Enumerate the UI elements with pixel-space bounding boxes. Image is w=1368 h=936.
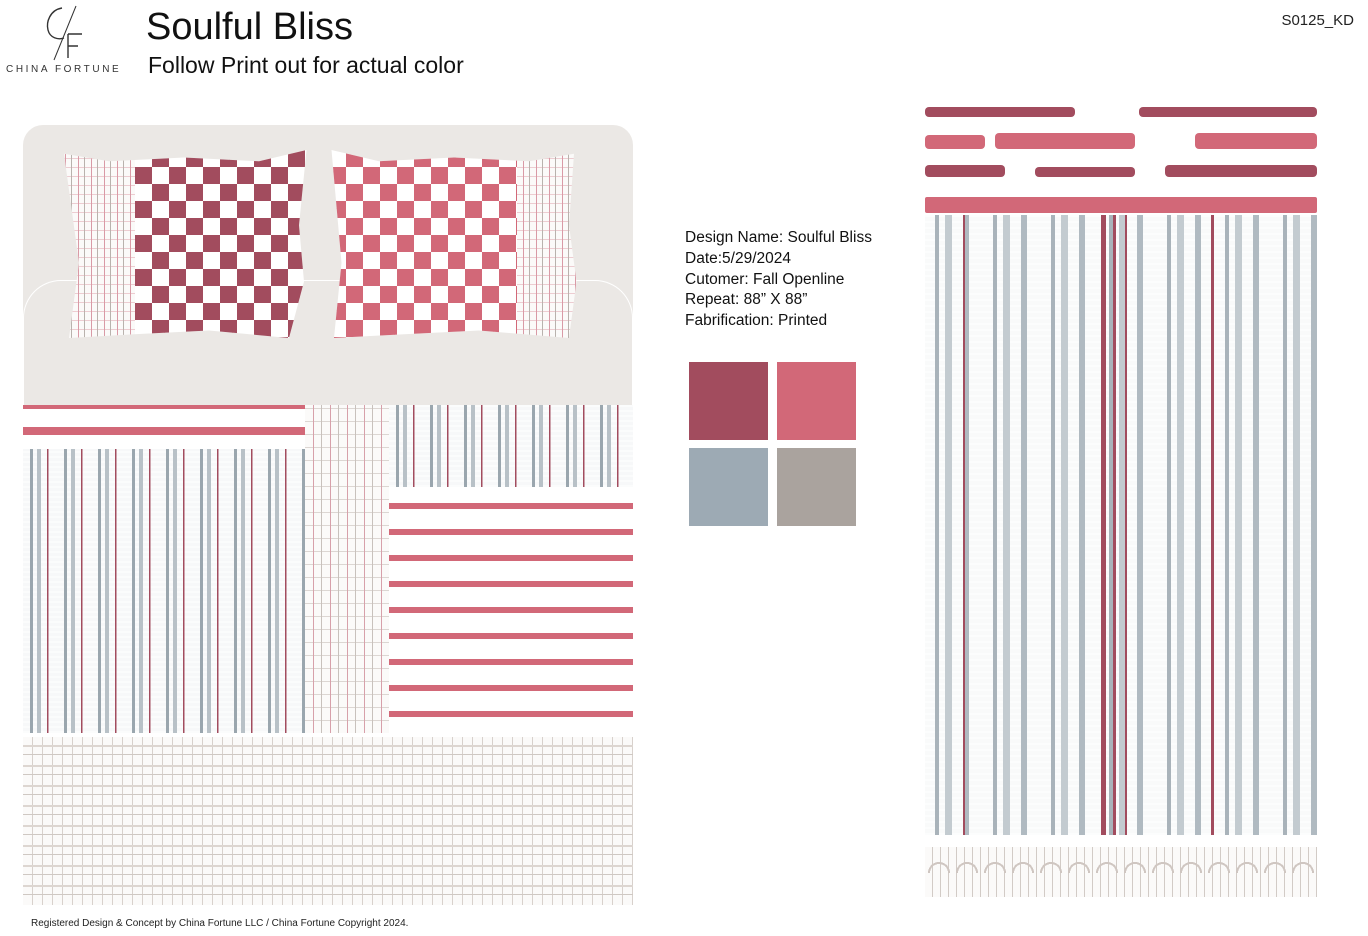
spec-fabrication: Fabrification: Printed (685, 312, 828, 330)
brush-stripe (925, 165, 1005, 177)
page-title: Soulful Bliss (146, 6, 353, 48)
pillow-checker-pattern (331, 150, 517, 338)
spec-repeat: Repeat: 88” X 88” (685, 291, 808, 309)
china-fortune-logo-icon (46, 5, 82, 61)
brush-stripe (1035, 167, 1135, 177)
logo-text: CHINA FORTUNE (6, 64, 122, 75)
color-swatch-1 (689, 362, 768, 440)
mattress-outline (23, 280, 633, 410)
grey-stripe-field (925, 215, 1317, 835)
ikat-stripe-patch (23, 405, 305, 449)
red-pinstripe (1101, 215, 1106, 835)
brush-stripe (1139, 107, 1317, 117)
color-palette (689, 362, 859, 528)
page-subtitle: Follow Print out for actual color (148, 52, 464, 78)
spec-customer: Cutomer: Fall Openline (685, 270, 845, 288)
lace-column-patch (305, 405, 389, 733)
color-swatch-2 (777, 362, 856, 440)
duvet-patchwork (23, 405, 633, 905)
lace-border-band (925, 847, 1317, 897)
red-pinstripe (1125, 215, 1127, 835)
pillow-checker-pattern (135, 150, 307, 338)
red-pinstripe (1211, 215, 1214, 835)
brush-stripe (925, 197, 1317, 213)
brush-stripe (1195, 133, 1317, 149)
brush-stripe (1165, 165, 1317, 177)
spec-date: Date:5/29/2024 (685, 249, 792, 267)
color-swatch-3 (689, 448, 768, 526)
copyright-footer: Registered Design & Concept by China For… (31, 918, 409, 929)
red-pinstripe (963, 215, 965, 835)
design-specs: Design Name: Soulful Bliss Date:5/29/202… (685, 228, 872, 332)
color-swatch-4 (777, 448, 856, 526)
pillow-lace-border (517, 150, 577, 338)
brush-stripe (925, 107, 1075, 117)
brush-stripe (995, 133, 1135, 149)
design-code: S0125_KD (1281, 12, 1354, 29)
bed-mockup (23, 125, 633, 905)
pillow-left (64, 150, 307, 338)
red-pinstripe (1113, 215, 1116, 835)
grey-stripe-patch (389, 405, 633, 487)
lace-band-patch (23, 737, 633, 905)
pillow-right (331, 150, 577, 338)
spec-design-name: Design Name: Soulful Bliss (685, 229, 872, 246)
ikat-rows-patch (389, 487, 633, 733)
grey-stripe-patch (23, 449, 305, 733)
repeat-panel (925, 105, 1317, 897)
brush-stripe (925, 135, 985, 149)
